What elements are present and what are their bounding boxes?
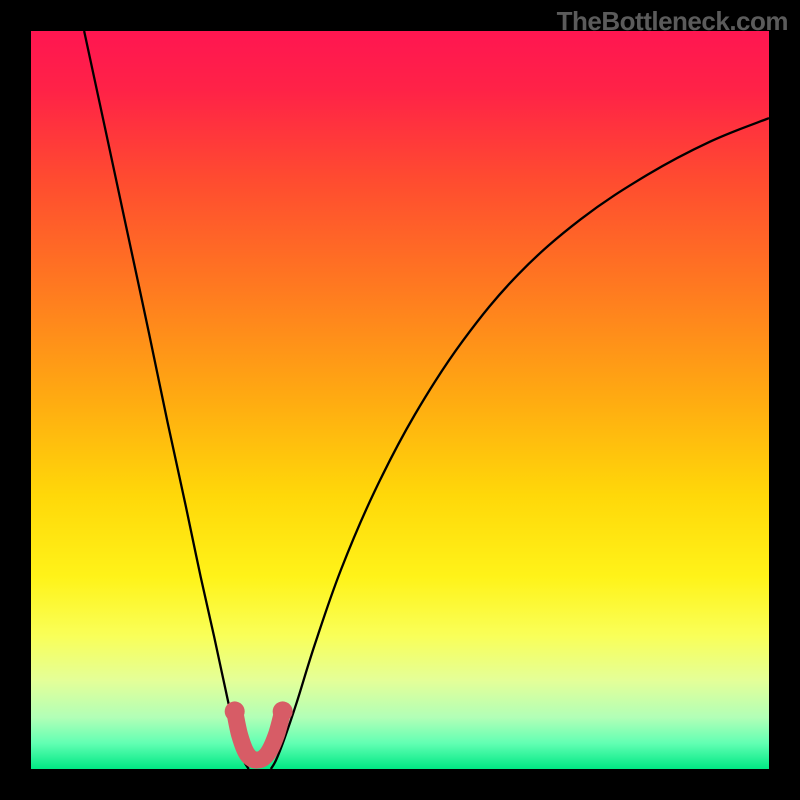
- watermark-text: TheBottleneck.com: [557, 6, 788, 37]
- bottleneck-chart: [0, 0, 800, 800]
- gradient-background: [31, 31, 769, 769]
- valley-endpoint-left: [225, 701, 245, 721]
- valley-endpoint-right: [273, 701, 293, 721]
- chart-frame: TheBottleneck.com: [0, 0, 800, 800]
